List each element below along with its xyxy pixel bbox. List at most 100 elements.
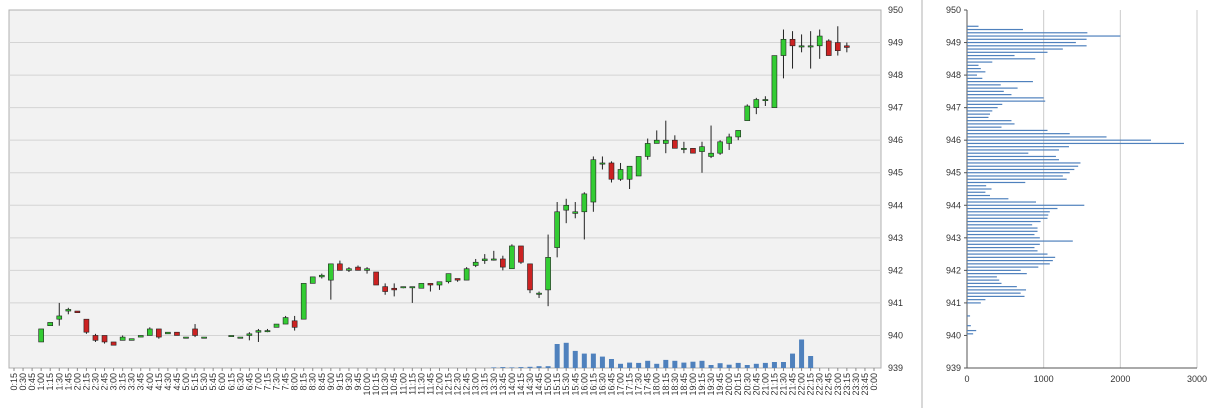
candle-body (816, 35, 823, 47)
x-tick-label: 21:00 (760, 373, 770, 396)
candle-body (92, 335, 99, 341)
profile-bar (967, 273, 1027, 275)
x-tick-label: 19:30 (706, 373, 716, 396)
x-tick-label: 3000 (1187, 374, 1207, 384)
candle-body (527, 263, 533, 291)
x-tick-label: 17:15 (625, 373, 635, 396)
profile-bar (967, 185, 987, 187)
volume-bar (663, 359, 669, 368)
x-tick-label: 22:00 (797, 373, 807, 396)
x-tick-label: 21:15 (769, 373, 779, 396)
candle-body (481, 258, 488, 261)
candle-body (183, 336, 189, 339)
time-x-axis: 0:15 0:30 0:45 1:00 1:15 1:30 1:45 2:00 2:15 2:30… (9, 368, 879, 396)
x-tick-label: 0:30 (18, 373, 28, 391)
x-tick-label: 10:30 (380, 373, 390, 396)
profile-bar (967, 97, 1044, 99)
candle-body (545, 257, 551, 291)
volume-bar (735, 362, 741, 368)
profile-bar (967, 74, 977, 76)
candle-body (165, 331, 171, 335)
profile-bar (967, 71, 986, 73)
profile-bar (967, 276, 997, 278)
profile-bar (967, 32, 1088, 34)
profile-bar (967, 48, 1063, 50)
y-tick-label: 948 (946, 70, 961, 80)
candle-body (364, 268, 370, 271)
volume-bar (636, 362, 642, 368)
y-tick-label: 946 (888, 135, 903, 145)
profile-bar (967, 123, 1015, 125)
candle-body (418, 283, 425, 289)
profile-bar (967, 191, 986, 193)
profile-bar (967, 54, 1015, 57)
candle-body (834, 42, 841, 51)
candle-body (681, 148, 687, 150)
candle-body (300, 283, 307, 320)
candle-body (101, 335, 108, 343)
candle-body (228, 335, 235, 337)
profile-bar (967, 100, 1046, 102)
candle-body (309, 276, 316, 284)
profile-bar (967, 168, 1075, 171)
candle-body (472, 261, 479, 266)
x-tick-label: 10:00 (362, 373, 372, 396)
x-tick-label: 8:00 (290, 373, 300, 391)
profile-bar (967, 250, 1038, 252)
candle-body (110, 341, 117, 346)
candle-body (744, 105, 751, 121)
x-tick-label: 1:30 (54, 373, 64, 391)
candlesticks (38, 26, 850, 346)
x-tick-label: 11:45 (425, 373, 435, 395)
x-tick-label: 6:30 (235, 373, 245, 391)
candle-body (635, 156, 642, 177)
volume-bar (726, 364, 732, 368)
profile-bar (967, 194, 990, 197)
x-tick-label: 2:45 (100, 373, 110, 391)
profile-bar (967, 133, 1070, 135)
candle-body (500, 258, 506, 268)
profile-bar (967, 230, 1038, 232)
profile-bar (967, 126, 1002, 128)
volume-bar (717, 363, 723, 368)
x-tick-label: 3:00 (109, 373, 119, 391)
x-tick-label: 10:45 (389, 373, 399, 396)
x-tick-label: 2:30 (90, 373, 100, 391)
volume-bar (799, 339, 805, 368)
volume-bar (536, 366, 542, 368)
volume-bar (608, 359, 614, 368)
profile-bar (967, 139, 1151, 141)
profile-bar (967, 110, 993, 112)
volume-bar (590, 353, 596, 368)
volume-bar (654, 363, 660, 368)
x-tick-label: 9:45 (353, 373, 363, 391)
profile-bar (967, 220, 1041, 223)
y-tick-label: 944 (888, 200, 903, 210)
y-tick-label: 946 (946, 135, 961, 145)
x-tick-label: 23:30 (851, 373, 861, 396)
profile-bar (967, 41, 1076, 44)
volume-bar (572, 350, 578, 368)
x-tick-label: 4:00 (145, 373, 155, 391)
x-tick-label: 0 (964, 374, 969, 384)
x-tick-label: 9:00 (326, 373, 336, 391)
x-tick-label: 16:30 (597, 373, 607, 396)
profile-bar (967, 155, 1056, 158)
y-tick-label: 939 (946, 363, 961, 373)
candle-body (119, 336, 126, 341)
y-tick-label: 941 (888, 298, 903, 308)
x-tick-label: 20:30 (742, 373, 752, 396)
profile-bar (967, 227, 1038, 229)
x-tick-label: 23:15 (842, 373, 852, 396)
volume-bar (518, 367, 524, 368)
profile-bar (967, 286, 1017, 288)
profile-bar (967, 25, 979, 27)
profile-bar (967, 333, 974, 335)
candle-body (83, 318, 90, 333)
candle-body (454, 278, 461, 281)
x-tick-label: 12:00 (434, 373, 444, 396)
volume-bar (554, 344, 560, 368)
candle-body (572, 211, 579, 214)
profile-bar (967, 51, 1048, 53)
x-tick-label: 20:00 (724, 373, 734, 396)
